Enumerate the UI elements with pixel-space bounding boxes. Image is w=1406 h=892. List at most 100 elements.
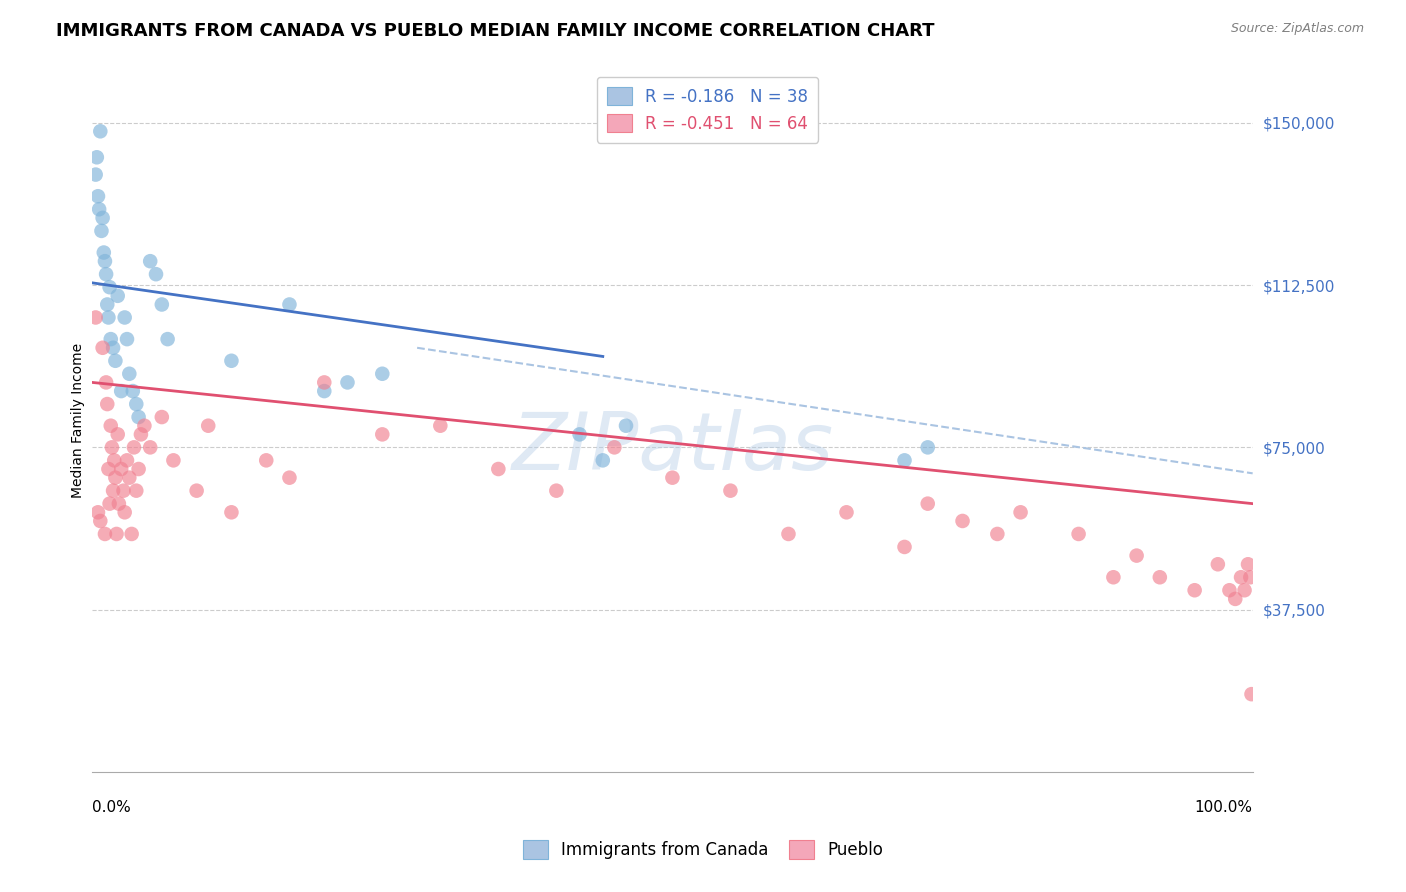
Point	[107, 289, 129, 303]
Point	[917, 497, 939, 511]
Point	[150, 297, 173, 311]
Point	[110, 384, 132, 398]
Point	[86, 150, 108, 164]
Point	[84, 310, 107, 325]
Point	[1233, 583, 1256, 598]
Point	[429, 418, 451, 433]
Point	[125, 397, 148, 411]
Point	[98, 280, 121, 294]
Point	[278, 297, 301, 311]
Point	[91, 341, 114, 355]
Point	[121, 527, 143, 541]
Point	[104, 353, 127, 368]
Point	[114, 505, 136, 519]
Point	[145, 267, 167, 281]
Point	[314, 376, 336, 390]
Point	[1206, 558, 1229, 572]
Point	[221, 505, 243, 519]
Legend: Immigrants from Canada, Pueblo: Immigrants from Canada, Pueblo	[516, 834, 890, 866]
Point	[139, 254, 162, 268]
Point	[336, 376, 359, 390]
Point	[592, 453, 614, 467]
Point	[893, 540, 915, 554]
Point	[100, 418, 122, 433]
Point	[104, 471, 127, 485]
Point	[1067, 527, 1090, 541]
Point	[91, 211, 114, 225]
Point	[254, 453, 277, 467]
Point	[103, 453, 125, 467]
Point	[93, 245, 115, 260]
Y-axis label: Median Family Income: Median Family Income	[72, 343, 86, 498]
Point	[278, 471, 301, 485]
Point	[94, 527, 117, 541]
Point	[986, 527, 1008, 541]
Point	[105, 527, 128, 541]
Point	[100, 332, 122, 346]
Point	[778, 527, 800, 541]
Point	[1230, 570, 1253, 584]
Text: 0.0%: 0.0%	[93, 800, 131, 815]
Point	[186, 483, 208, 498]
Point	[661, 471, 683, 485]
Point	[128, 462, 150, 476]
Point	[1237, 558, 1260, 572]
Point	[952, 514, 974, 528]
Text: ZIPatlas: ZIPatlas	[512, 409, 834, 487]
Point	[90, 224, 112, 238]
Point	[96, 397, 118, 411]
Point	[107, 427, 129, 442]
Point	[1010, 505, 1032, 519]
Point	[97, 310, 120, 325]
Point	[98, 497, 121, 511]
Point	[84, 168, 107, 182]
Point	[197, 418, 219, 433]
Point	[115, 453, 138, 467]
Point	[94, 254, 117, 268]
Point	[1239, 570, 1261, 584]
Text: 100.0%: 100.0%	[1195, 800, 1253, 815]
Point	[94, 267, 117, 281]
Point	[134, 418, 156, 433]
Point	[139, 441, 162, 455]
Text: Source: ZipAtlas.com: Source: ZipAtlas.com	[1230, 22, 1364, 36]
Point	[125, 483, 148, 498]
Point	[546, 483, 568, 498]
Point	[97, 462, 120, 476]
Point	[568, 427, 591, 442]
Point	[614, 418, 637, 433]
Point	[108, 497, 131, 511]
Point	[94, 376, 117, 390]
Point	[122, 441, 145, 455]
Legend: R = -0.186   N = 38, R = -0.451   N = 64: R = -0.186 N = 38, R = -0.451 N = 64	[596, 77, 818, 143]
Point	[603, 441, 626, 455]
Point	[221, 353, 243, 368]
Point	[1149, 570, 1171, 584]
Text: IMMIGRANTS FROM CANADA VS PUEBLO MEDIAN FAMILY INCOME CORRELATION CHART: IMMIGRANTS FROM CANADA VS PUEBLO MEDIAN …	[56, 22, 935, 40]
Point	[96, 297, 118, 311]
Point	[89, 124, 111, 138]
Point	[1184, 583, 1206, 598]
Point	[87, 189, 110, 203]
Point	[156, 332, 179, 346]
Point	[121, 384, 143, 398]
Point	[917, 441, 939, 455]
Point	[1102, 570, 1125, 584]
Point	[87, 505, 110, 519]
Point	[128, 410, 150, 425]
Point	[150, 410, 173, 425]
Point	[835, 505, 858, 519]
Point	[129, 427, 152, 442]
Point	[110, 462, 132, 476]
Point	[371, 367, 394, 381]
Point	[720, 483, 742, 498]
Point	[486, 462, 509, 476]
Point	[101, 341, 124, 355]
Point	[893, 453, 915, 467]
Point	[1125, 549, 1147, 563]
Point	[114, 310, 136, 325]
Point	[314, 384, 336, 398]
Point	[118, 367, 141, 381]
Point	[101, 441, 124, 455]
Point	[162, 453, 184, 467]
